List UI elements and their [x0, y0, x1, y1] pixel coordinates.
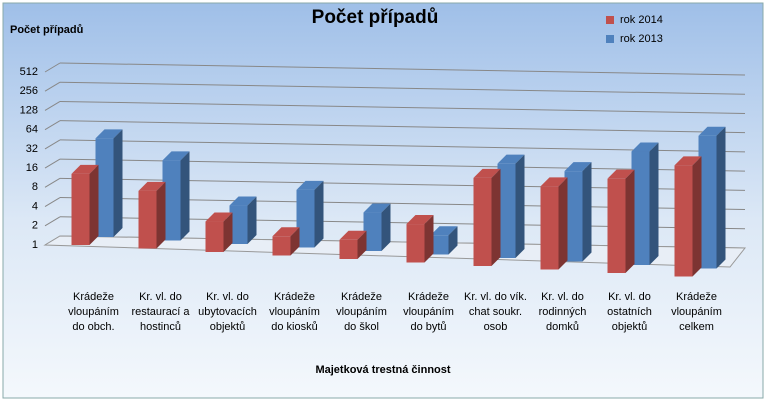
- bar-side: [89, 164, 99, 245]
- x-tick-label: Krádeže vloupáním do obch.: [68, 291, 119, 333]
- bar-side: [156, 181, 166, 249]
- y-tick-label: 8: [32, 181, 38, 193]
- bar: [540, 186, 559, 270]
- bar: [339, 239, 358, 259]
- x-axis-title: Majetková trestná činnost: [315, 364, 450, 376]
- x-tick-label: Kr. vl. do vík. chat soukr. osob: [464, 291, 527, 333]
- bar-side: [649, 142, 659, 265]
- legend-swatch: [606, 16, 614, 24]
- bar-side: [381, 203, 391, 251]
- grid-line: [44, 158, 61, 169]
- bar: [272, 236, 291, 256]
- bar-side: [582, 162, 592, 262]
- x-tick-label: Krádeže vloupáním do kiosků: [269, 291, 320, 333]
- bar: [95, 138, 114, 237]
- grid-line: [44, 139, 61, 150]
- y-tick-label: 64: [26, 124, 38, 136]
- grid-line: [44, 216, 61, 227]
- y-tick-label: 32: [26, 143, 38, 155]
- grid-line: [59, 81, 746, 95]
- bar: [564, 171, 583, 262]
- bar: [363, 212, 382, 251]
- bar-side: [180, 151, 190, 241]
- bar: [473, 177, 492, 266]
- grid-line: [59, 120, 746, 134]
- bar: [162, 160, 181, 241]
- bar-side: [314, 180, 324, 248]
- bar-side: [558, 177, 568, 270]
- bar-side: [357, 230, 367, 259]
- x-tick-label: Kr. vl. do ostatních objektů: [607, 291, 652, 333]
- y-tick-label: 128: [20, 104, 38, 116]
- bar: [205, 221, 224, 252]
- bar: [71, 173, 90, 245]
- bar-side: [113, 129, 123, 237]
- grid-line: [44, 197, 61, 207]
- bar-side: [625, 169, 635, 273]
- bar: [296, 189, 315, 248]
- legend-label: rok 2013: [620, 33, 663, 45]
- bar: [406, 224, 425, 263]
- bar-side: [716, 126, 726, 269]
- bar-side: [424, 215, 434, 263]
- bar: [698, 135, 717, 269]
- bar-side: [448, 226, 458, 255]
- grid-line: [44, 177, 61, 188]
- y-tick-label: 1: [32, 239, 38, 251]
- bar-side: [692, 156, 702, 277]
- grid-line: [59, 62, 746, 76]
- bar: [430, 235, 449, 255]
- bar-side: [515, 154, 525, 258]
- x-tick-label: Kr. vl. do restaurací a hostinců: [131, 291, 190, 333]
- y-tick-label: 512: [20, 66, 38, 78]
- y-tick-label: 16: [26, 162, 38, 174]
- x-tick-label: Kr. vl. do ubytovacích objektů: [198, 291, 257, 333]
- y-tick-label: 2: [32, 220, 38, 232]
- bar: [497, 163, 516, 258]
- bar-side: [290, 227, 300, 256]
- x-tick-label: Kr. vl. do rodinných domků: [538, 291, 587, 333]
- grid-line: [44, 101, 61, 111]
- x-tick-label: Krádeže vloupáním do bytů: [403, 291, 454, 333]
- grid-line: [59, 100, 746, 114]
- grid-line: [44, 81, 61, 92]
- bar: [229, 205, 248, 244]
- x-tick-label: Krádeže vloupáním do škol: [336, 291, 387, 333]
- bar: [631, 151, 650, 265]
- bar: [138, 190, 157, 249]
- bar-top: [698, 126, 726, 136]
- bar: [607, 178, 626, 273]
- y-tick-label: 4: [32, 200, 38, 212]
- grid-line: [44, 120, 61, 131]
- grid-line: [44, 62, 61, 73]
- legend-swatch: [606, 35, 614, 43]
- legend-label: rok 2014: [620, 14, 663, 26]
- bar: [674, 165, 693, 277]
- bar-side: [491, 168, 501, 266]
- y-tick-label: 256: [20, 85, 38, 97]
- x-tick-label: Krádeže vloupáním celkem: [671, 291, 722, 333]
- bar-side: [247, 196, 257, 244]
- chart-title: Počet případů: [312, 7, 439, 28]
- y-axis-title: Počet případů: [10, 24, 83, 36]
- bar-side: [223, 212, 233, 252]
- grid-line: [59, 139, 746, 153]
